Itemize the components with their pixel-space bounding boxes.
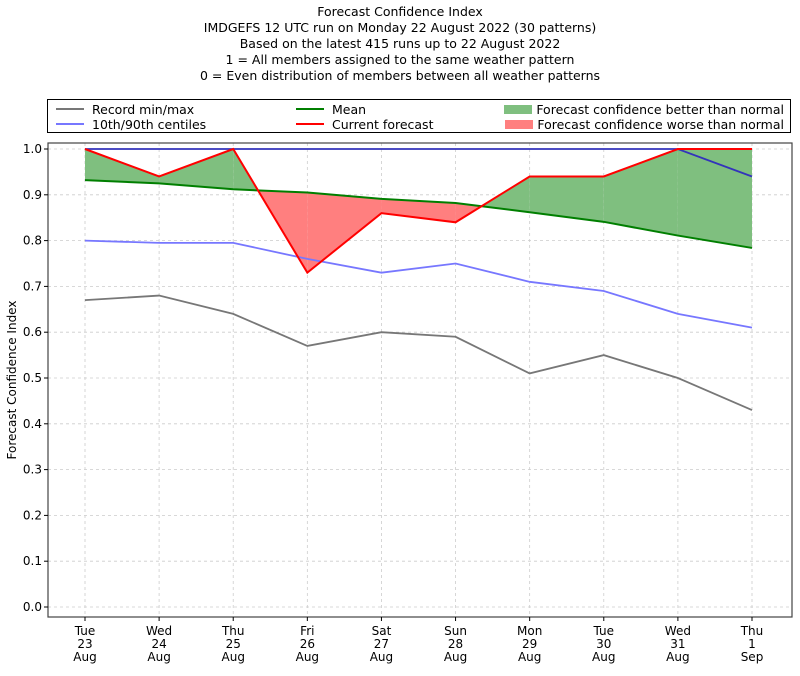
x-tick-label: Aug xyxy=(147,650,170,664)
x-tick-label: Fri xyxy=(300,624,314,638)
y-tick-label: 0.7 xyxy=(23,279,42,293)
chart-title: Forecast Confidence Index IMDGEFS 12 UTC… xyxy=(0,4,800,84)
x-tick-label: 23 xyxy=(77,637,92,651)
x-tick-label: Wed xyxy=(146,624,172,638)
x-tick-label: 1 xyxy=(748,637,756,651)
x-tick-label: Aug xyxy=(222,650,245,664)
y-axis: 0.0 0.1 0.2 0.3 0.4 0.5 0.6 0.7 0.8 0.9 1.0 xyxy=(23,142,48,614)
y-tick-label: 1.0 xyxy=(23,142,42,156)
x-tick-label: 26 xyxy=(300,637,315,651)
y-tick-label: 0.6 xyxy=(23,325,42,339)
y-tick-label: 0.0 xyxy=(23,600,42,614)
title-line-5: 0 = Even distribution of members between… xyxy=(199,68,601,83)
series-line-p90 xyxy=(85,148,753,178)
series-lines xyxy=(84,147,753,411)
x-tick-label: 31 xyxy=(670,637,685,651)
fill-worse-than-normal xyxy=(381,198,456,223)
x-tick-label: Tue xyxy=(74,624,96,638)
legend-better-swatch xyxy=(504,104,533,114)
legend: Record min/max 10th/90th centiles Mean C… xyxy=(47,99,791,133)
legend-current-swatch xyxy=(296,123,324,125)
fill-better-than-normal xyxy=(85,149,160,184)
x-tick-label: Aug xyxy=(444,650,467,664)
series-line-record xyxy=(84,294,753,411)
fill-worse-than-normal xyxy=(307,192,382,273)
x-tick-label: 27 xyxy=(374,637,389,651)
x-tick-label: 28 xyxy=(448,637,463,651)
title-line-4: 1 = All members assigned to the same wea… xyxy=(225,52,575,67)
x-tick-label: Aug xyxy=(666,650,689,664)
y-axis-label: Forecast Confidence Index xyxy=(5,301,19,460)
x-tick-label: Aug xyxy=(73,650,96,664)
x-tick-label: Mon xyxy=(517,624,542,638)
y-tick-label: 0.9 xyxy=(23,188,42,202)
x-tick-label: Aug xyxy=(370,650,393,664)
legend-centiles: 10th/90th centiles xyxy=(56,116,206,132)
x-tick-label: Aug xyxy=(592,650,615,664)
series-line-mean xyxy=(84,179,753,249)
title-line-3: Based on the latest 415 runs up to 22 Au… xyxy=(239,36,561,51)
legend-worse-label: Forecast confidence worse than normal xyxy=(537,116,784,132)
legend-current-label: Current forecast xyxy=(332,116,434,132)
legend-worse: Forecast confidence worse than normal xyxy=(505,116,784,132)
x-tick-label: Aug xyxy=(518,650,541,664)
plot-frame xyxy=(47,142,793,618)
legend-mean-label: Mean xyxy=(332,101,367,117)
x-tick-label: 24 xyxy=(151,637,166,651)
confidence-fills xyxy=(85,149,752,273)
legend-record-swatch xyxy=(56,108,84,110)
x-tick-label: Tue xyxy=(593,624,615,638)
x-tick-label: 29 xyxy=(522,637,537,651)
legend-better: Forecast confidence better than normal xyxy=(504,101,784,117)
y-tick-label: 0.8 xyxy=(23,234,42,248)
legend-centiles-swatch xyxy=(56,123,84,125)
y-tick-label: 0.5 xyxy=(23,371,42,385)
y-tick-label: 0.3 xyxy=(23,463,42,477)
series-line-p10 xyxy=(84,239,753,329)
x-tick-label: Sun xyxy=(444,624,467,638)
y-tick-label: 0.2 xyxy=(23,508,42,522)
legend-mean-swatch xyxy=(296,108,324,110)
x-tick-label: Wed xyxy=(665,624,691,638)
x-tick-label: Thu xyxy=(740,624,764,638)
title-line-1: Forecast Confidence Index xyxy=(317,4,483,19)
y-tick-label: 0.4 xyxy=(23,417,42,431)
x-tick-label: 25 xyxy=(226,637,241,651)
title-line-2: IMDGEFS 12 UTC run on Monday 22 August 2… xyxy=(203,20,597,35)
fill-better-than-normal xyxy=(677,149,752,248)
x-tick-label: Sep xyxy=(741,650,764,664)
y-tick-label: 0.1 xyxy=(23,554,42,568)
fill-better-than-normal xyxy=(529,176,604,222)
x-tick-label: Aug xyxy=(296,650,319,664)
legend-worse-swatch xyxy=(505,119,534,129)
legend-record: Record min/max xyxy=(56,101,194,117)
fill-better-than-normal xyxy=(159,149,234,190)
series-line-current xyxy=(84,147,752,275)
x-tick-label: Sat xyxy=(372,624,392,638)
legend-record-label: Record min/max xyxy=(92,101,195,117)
legend-better-label: Forecast confidence better than normal xyxy=(536,101,784,117)
legend-mean: Mean xyxy=(296,101,366,117)
x-tick-label: Thu xyxy=(221,624,245,638)
legend-current: Current forecast xyxy=(296,116,433,132)
x-tick-label: 30 xyxy=(596,637,611,651)
fill-better-than-normal xyxy=(481,176,530,213)
legend-centiles-label: 10th/90th centiles xyxy=(92,116,207,132)
x-axis: Tue23AugWed24AugThu25AugFri26AugSat27Aug… xyxy=(73,617,763,664)
